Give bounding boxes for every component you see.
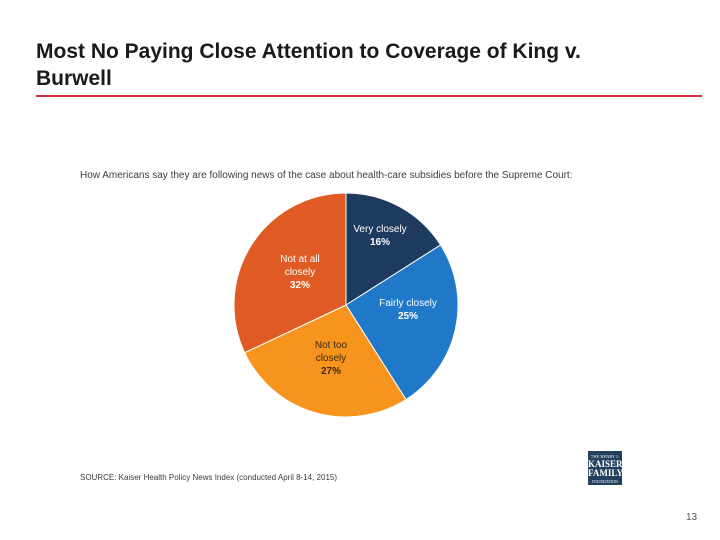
slice-label: Very closely bbox=[353, 224, 406, 235]
pie-slice bbox=[243, 304, 407, 418]
pie-slice bbox=[345, 192, 442, 306]
page-number: 13 bbox=[686, 512, 698, 523]
slice-value-label: 32% bbox=[290, 280, 310, 291]
logo-line-4: FOUNDATION bbox=[592, 479, 618, 484]
logo-line-3: FAMILY bbox=[588, 468, 624, 478]
title-divider bbox=[36, 95, 702, 97]
pie-slice bbox=[345, 244, 459, 401]
slice-label: Fairly closely bbox=[379, 298, 437, 309]
slice-label: Not at all bbox=[280, 254, 319, 265]
kaiser-family-foundation-logo: THE HENRY J. KAISER FAMILY FOUNDATION bbox=[588, 451, 624, 485]
slice-label: Not too bbox=[315, 340, 348, 351]
logo-line-2: KAISER bbox=[588, 459, 623, 469]
slide-title: Most No Paying Close Attention to Covera… bbox=[36, 40, 581, 90]
slice-label: closely bbox=[316, 353, 347, 364]
chart-subtitle: How Americans say they are following new… bbox=[80, 170, 573, 181]
slice-label: closely bbox=[285, 267, 316, 278]
slice-value-label: 27% bbox=[321, 366, 341, 377]
chart-source: SOURCE: Kaiser Health Policy News Index … bbox=[80, 473, 338, 482]
pie-slice bbox=[233, 192, 347, 354]
slice-value-label: 16% bbox=[370, 237, 390, 248]
logo-line-1: THE HENRY J. bbox=[590, 454, 620, 459]
slice-value-label: 25% bbox=[398, 311, 418, 322]
